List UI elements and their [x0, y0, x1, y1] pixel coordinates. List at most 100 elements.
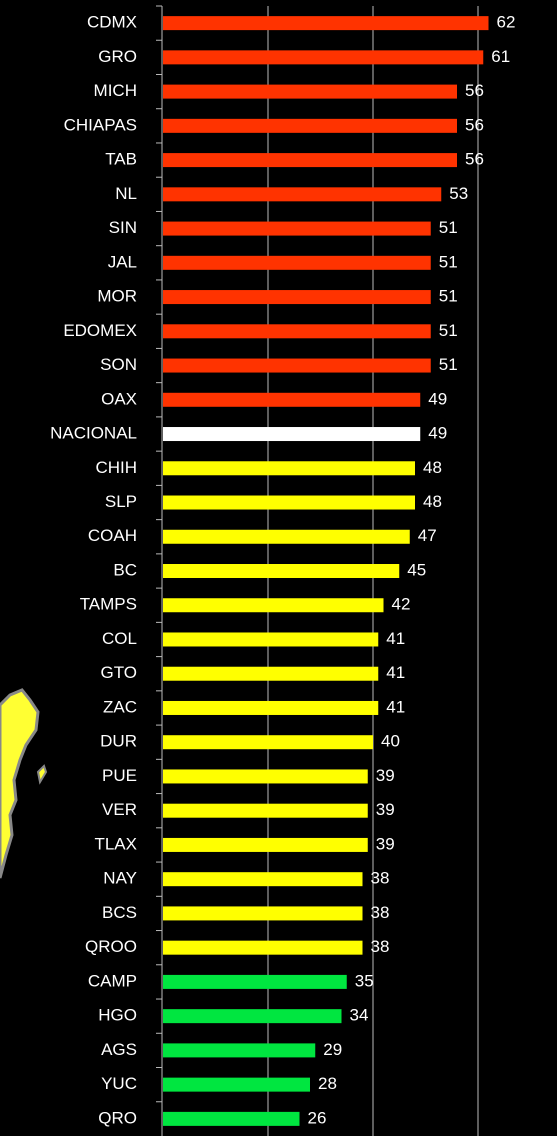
y-tick-label: TAMPS	[80, 595, 137, 614]
bar	[163, 700, 379, 715]
value-label: 62	[497, 13, 516, 32]
value-label: 41	[386, 663, 405, 682]
bar	[163, 392, 421, 407]
value-label: 45	[407, 560, 426, 579]
value-label: 39	[376, 766, 395, 785]
value-label: 41	[386, 629, 405, 648]
y-tick-label: JAL	[108, 252, 137, 271]
bar	[163, 666, 379, 681]
y-tick-label: CHIAPAS	[64, 115, 137, 134]
map-fragment	[0, 688, 40, 879]
value-label: 51	[439, 218, 458, 237]
y-tick-label: HGO	[98, 1006, 137, 1025]
bar	[163, 735, 373, 750]
value-label: 61	[491, 47, 510, 66]
y-tick-label: AGS	[101, 1040, 137, 1059]
y-tick-label: SON	[100, 355, 137, 374]
y-tick-label: CDMX	[87, 13, 137, 32]
value-label: 49	[428, 389, 447, 408]
y-tick-label: GRO	[98, 47, 137, 66]
y-tick-label: SIN	[109, 218, 137, 237]
bar	[163, 358, 431, 373]
value-label: 35	[355, 971, 374, 990]
bar	[163, 1077, 310, 1092]
bar	[163, 187, 442, 202]
value-label: 38	[371, 903, 390, 922]
y-tick-label: COL	[102, 629, 137, 648]
bar	[163, 1111, 300, 1126]
y-tick-label: CAMP	[88, 971, 137, 990]
value-label: 51	[439, 355, 458, 374]
bar	[163, 221, 431, 236]
bar	[163, 803, 368, 818]
y-tick-label: VER	[102, 800, 137, 819]
bar	[163, 1009, 342, 1024]
y-tick-label: NAY	[103, 869, 137, 888]
y-tick-label: EDOMEX	[63, 321, 137, 340]
bar	[163, 461, 415, 476]
bar	[163, 495, 415, 510]
value-label: 48	[423, 458, 442, 477]
bar	[163, 1043, 316, 1058]
value-label: 47	[418, 526, 437, 545]
bar	[163, 837, 368, 852]
y-tick-label: YUC	[101, 1074, 137, 1093]
value-label: 51	[439, 321, 458, 340]
bar	[163, 769, 368, 784]
value-label: 39	[376, 834, 395, 853]
value-label: 56	[465, 81, 484, 100]
bar	[163, 50, 484, 65]
bar	[163, 153, 457, 168]
bar	[163, 427, 421, 442]
bar	[163, 906, 363, 921]
value-label: 34	[350, 1006, 369, 1025]
value-label: 51	[439, 287, 458, 306]
y-tick-label: DUR	[100, 732, 137, 751]
y-tick-label: TAB	[105, 150, 137, 169]
map-island	[36, 764, 48, 785]
y-tick-label: QRO	[98, 1108, 137, 1127]
bar	[163, 940, 363, 955]
value-label: 29	[323, 1040, 342, 1059]
y-tick-label: ZAC	[103, 697, 137, 716]
bar	[163, 564, 400, 578]
bar	[163, 290, 431, 305]
y-tick-label: TLAX	[94, 834, 137, 853]
bar	[163, 84, 457, 99]
bar	[163, 16, 489, 31]
value-label: 26	[308, 1108, 327, 1127]
y-tick-label: MICH	[94, 81, 137, 100]
value-label: 40	[381, 732, 400, 751]
bar	[163, 255, 431, 270]
bar	[163, 872, 363, 887]
y-tick-label: OAX	[101, 389, 137, 408]
value-label: 48	[423, 492, 442, 511]
bar	[163, 632, 379, 647]
value-label: 41	[386, 697, 405, 716]
y-tick-label: NL	[115, 184, 137, 203]
value-label: 51	[439, 252, 458, 271]
value-label: 38	[371, 869, 390, 888]
y-tick-label: GTO	[100, 663, 137, 682]
y-tick-label: NACIONAL	[50, 424, 137, 443]
value-label: 38	[371, 937, 390, 956]
y-tick-label: COAH	[88, 526, 137, 545]
bar	[163, 324, 431, 339]
value-label: 56	[465, 115, 484, 134]
y-tick-label: PUE	[102, 766, 137, 785]
bar	[163, 118, 457, 133]
y-tick-label: MOR	[97, 287, 137, 306]
y-tick-label: QROO	[85, 937, 137, 956]
y-tick-label: SLP	[105, 492, 137, 511]
bar	[163, 598, 384, 613]
value-label: 56	[465, 150, 484, 169]
y-tick-label: BC	[113, 560, 137, 579]
value-label: 42	[392, 595, 411, 614]
value-label: 28	[318, 1074, 337, 1093]
bar	[163, 974, 347, 989]
value-label: 53	[449, 184, 468, 203]
y-tick-label: BCS	[102, 903, 137, 922]
value-label: 39	[376, 800, 395, 819]
